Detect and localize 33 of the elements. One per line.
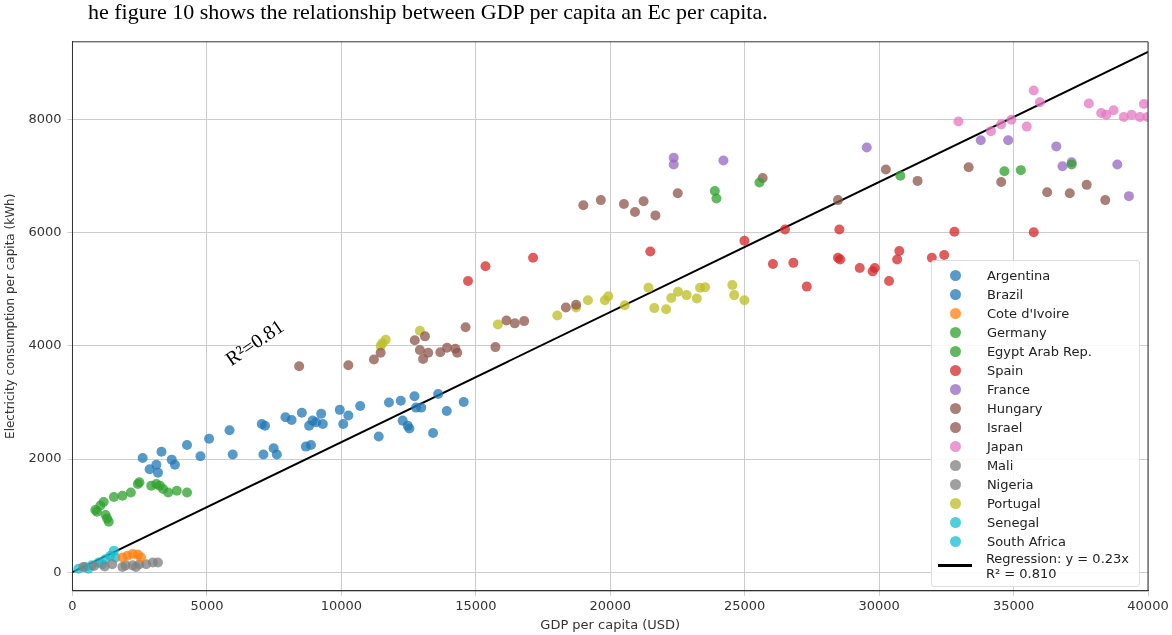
x-tick-label: 10000 bbox=[320, 597, 363, 613]
y-tick-label: 0 bbox=[53, 563, 62, 579]
x-tick-label: 5000 bbox=[190, 597, 224, 613]
legend-label: Regression: y = 0.23x R² = 0.810 bbox=[985, 550, 1129, 581]
legend-label: South Africa bbox=[986, 532, 1066, 551]
legend-label: Germany bbox=[986, 323, 1047, 342]
legend-label: Hungary bbox=[986, 399, 1043, 418]
legend-label: Mali bbox=[986, 456, 1014, 475]
legend-label: Nigeria bbox=[986, 475, 1034, 494]
x-tick-label: 40000 bbox=[1127, 597, 1169, 613]
legend-label: Argentina bbox=[986, 266, 1051, 285]
x-tick-label: 20000 bbox=[589, 597, 631, 613]
legend-label: Portugal bbox=[986, 494, 1041, 513]
legend-label: Senegal bbox=[986, 513, 1040, 532]
legend-label: France bbox=[986, 380, 1031, 399]
legend-label: Cote d'Ivoire bbox=[986, 304, 1070, 323]
legend-label: Israel bbox=[986, 418, 1023, 437]
legend-label: Spain bbox=[986, 361, 1024, 380]
x-tick-label: 0 bbox=[68, 597, 77, 613]
x-tick-label: 30000 bbox=[858, 597, 900, 613]
y-tick-label: 6000 bbox=[28, 224, 62, 240]
x-tick-label: 15000 bbox=[455, 597, 497, 613]
y-tick-label: 2000 bbox=[28, 450, 62, 466]
x-tick-label: 25000 bbox=[724, 597, 766, 613]
y-axis-title: Electricity consumption per capita (kWh) bbox=[3, 193, 18, 439]
legend-label: Egypt Arab Rep. bbox=[986, 342, 1092, 361]
x-axis-title: GDP per capita (USD) bbox=[540, 616, 681, 632]
legend-label: Brazil bbox=[986, 285, 1024, 304]
legend-label: Japan bbox=[986, 437, 1024, 456]
x-tick-label: 35000 bbox=[992, 597, 1035, 613]
y-tick-label: 8000 bbox=[28, 111, 62, 127]
y-tick-label: 4000 bbox=[28, 337, 62, 353]
chart-title: he figure 10 shows the relationship between GDP per capita an Ec per capita. bbox=[87, 0, 769, 26]
